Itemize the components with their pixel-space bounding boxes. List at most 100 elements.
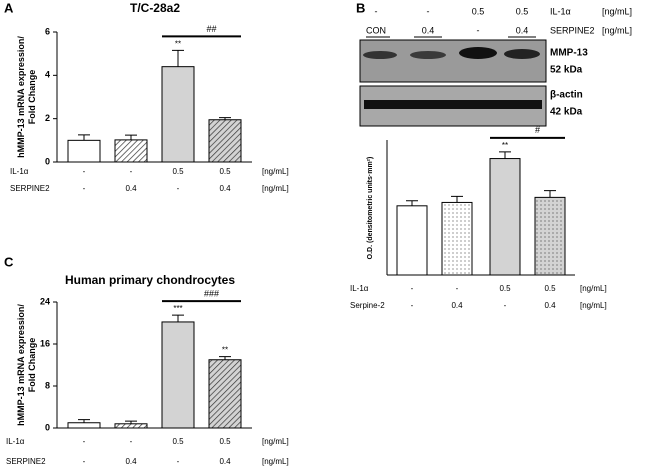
blot-level: - (477, 25, 480, 35)
y-axis-label: O.D. (densitometric units·mm²) (367, 157, 374, 260)
treatment-level: - (83, 437, 86, 446)
treatment-level: 0.4 (125, 457, 137, 466)
treatment-level: 0.5 (544, 284, 556, 293)
treatment-name: IL-1α (10, 167, 29, 176)
bar (441, 201, 473, 276)
blot-level: - (427, 6, 430, 16)
error-bar (125, 134, 137, 140)
bar (534, 196, 566, 276)
blot-unit: [ng/mL] (602, 6, 632, 16)
bar (67, 422, 101, 429)
treatment-name: SERPINE2 (6, 457, 46, 466)
blot-bands (363, 47, 542, 109)
y-axis-label: Fold Change (27, 338, 37, 393)
band-size: 52 kDa (550, 65, 583, 76)
treatment-unit: [ng/mL] (262, 437, 289, 446)
treatment-level: - (177, 184, 180, 193)
treatment-level: 0.5 (172, 437, 184, 446)
treatment-level: 0.4 (125, 184, 137, 193)
treatment-level: 0.4 (544, 301, 556, 310)
blot-level: CON (366, 25, 386, 35)
band-name: β-actin (550, 90, 583, 101)
blot-level: 0.4 (422, 25, 435, 35)
treatment-level: 0.5 (219, 437, 231, 446)
bar (489, 158, 521, 276)
treatment-level: 0.4 (219, 184, 231, 193)
error-bar (172, 49, 184, 67)
bar (161, 66, 195, 163)
error-bar (219, 117, 231, 120)
treatment-unit: [ng/mL] (580, 301, 607, 310)
bar (161, 321, 195, 429)
band-name: MMP-13 (550, 48, 588, 59)
treatment-level: - (411, 284, 414, 293)
chart-title: T/C-28a2 (130, 1, 180, 15)
treatment-level: 0.5 (172, 167, 184, 176)
bar (114, 139, 148, 163)
y-axis-label: hMMP-13 mRNA expression/ (16, 36, 26, 158)
blot-level: 0.5 (472, 6, 485, 16)
bar (208, 119, 242, 163)
panel-label: B (356, 0, 365, 15)
treatment-name: Serpine-2 (350, 301, 385, 310)
error-bar (451, 195, 463, 203)
treatment-level: - (177, 457, 180, 466)
treatment-level: - (130, 437, 133, 446)
treatment-level: 0.5 (219, 167, 231, 176)
significance: ** (222, 346, 228, 355)
treatment-unit: [ng/mL] (580, 284, 607, 293)
bar (67, 139, 101, 163)
treatment-level: - (456, 284, 459, 293)
treatment-name: IL-1α (6, 437, 25, 446)
blot-row-label: IL-1α (550, 6, 571, 16)
treatment-level: 0.4 (219, 457, 231, 466)
blot-unit: [ng/mL] (602, 25, 632, 35)
treatment-unit: [ng/mL] (262, 167, 289, 176)
y-axis-label: hMMP-13 mRNA expression/ (16, 304, 26, 426)
treatment-level: - (83, 184, 86, 193)
bar (396, 205, 428, 276)
bracket-label: # (535, 125, 540, 135)
bar (114, 423, 148, 429)
treatment-level: - (504, 301, 507, 310)
treatment-level: - (83, 457, 86, 466)
chart-title: Human primary chondrocytes (65, 273, 235, 287)
treatment-level: 0.5 (499, 284, 511, 293)
treatment-name: SERPINE2 (10, 184, 50, 193)
treatment-name: IL-1α (350, 284, 369, 293)
error-bar (544, 190, 556, 198)
panel-label: C (4, 254, 14, 269)
y-tick-label: 0 (45, 156, 50, 166)
y-axis-label: Fold Change (27, 70, 37, 125)
blot-level: 0.5 (516, 6, 529, 16)
y-tick-label: 16 (40, 338, 50, 348)
significance: ** (175, 40, 181, 49)
y-tick-label: 2 (45, 113, 50, 123)
treatment-level: - (130, 167, 133, 176)
y-tick-label: 4 (45, 70, 50, 80)
treatment-level: - (83, 167, 86, 176)
blot-level: 0.4 (516, 25, 529, 35)
treatment-unit: [ng/mL] (262, 184, 289, 193)
treatment-unit: [ng/mL] (262, 457, 289, 466)
error-bar (172, 314, 184, 322)
treatment-level: 0.4 (451, 301, 463, 310)
y-tick-label: 6 (45, 26, 50, 36)
y-tick-label: 8 (45, 380, 50, 390)
significance: ** (502, 141, 508, 150)
treatment-level: - (411, 301, 414, 310)
y-tick-label: 24 (40, 296, 50, 306)
blot-level: - (375, 6, 378, 16)
y-tick-label: 0 (45, 422, 50, 432)
error-bar (78, 134, 90, 141)
band-size: 42 kDa (550, 107, 583, 118)
blot-box (359, 39, 547, 83)
bracket-label: ### (204, 289, 219, 299)
error-bar (406, 200, 418, 206)
error-bar (78, 419, 90, 423)
bracket-label: ## (206, 24, 216, 34)
significance: *** (173, 304, 182, 313)
bar (208, 359, 242, 429)
error-bar (125, 420, 137, 424)
